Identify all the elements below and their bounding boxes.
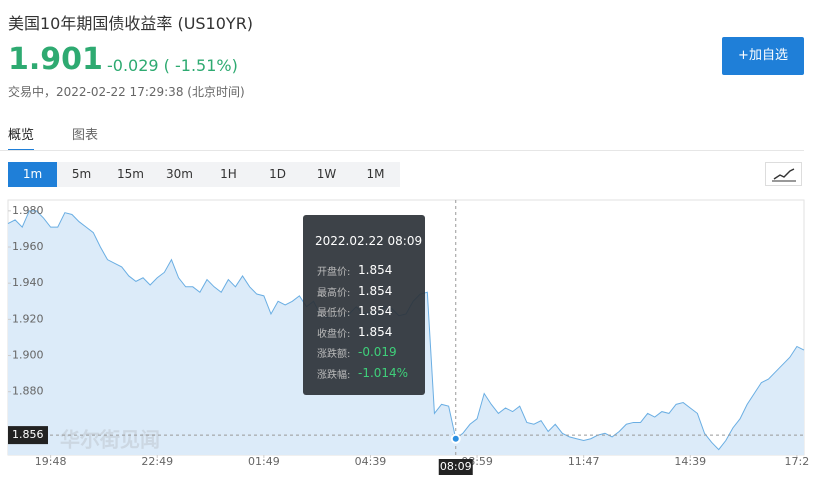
tooltip-title: 2022.02.22 08:09 <box>315 234 423 248</box>
x-tick-label: 04:39 <box>355 455 387 468</box>
y-tick-label: 1.960 <box>12 240 44 253</box>
status: 交易中，2022-02-22 17:29:38 (北京时间) <box>8 85 245 99</box>
crosshair-y-label: 1.856 <box>12 428 44 441</box>
tooltip-label: 最高价: <box>317 287 351 299</box>
title: 美国10年期国债收益率 (US10YR) <box>8 14 254 33</box>
tooltip-value: 1.854 <box>358 263 393 277</box>
period-button[interactable]: 1m <box>8 162 57 187</box>
tooltip-value: -1.014% <box>358 365 409 380</box>
price: 1.901 <box>8 42 103 77</box>
divider <box>0 150 804 151</box>
period-button[interactable]: 1D <box>269 167 286 181</box>
tooltip-value: 1.854 <box>358 283 393 298</box>
period-button[interactable]: 1H <box>220 167 237 181</box>
chart-style-button[interactable] <box>765 162 802 186</box>
tooltip: 2022.02.22 08:09 开盘价: 1.854 最高价: 1.854 最低价: 1… <box>303 215 425 395</box>
y-tick-label: 1.880 <box>12 385 44 398</box>
tooltip-value: -0.019 <box>358 345 397 359</box>
tooltip-label: 涨跌额: <box>317 349 351 360</box>
line-icon <box>772 168 796 182</box>
y-tick-label: 1.980 <box>12 204 44 217</box>
tab[interactable]: 图表 <box>72 128 99 143</box>
crosshair-x-box <box>438 459 473 475</box>
tab[interactable]: 概览 <box>8 124 35 151</box>
point <box>450 433 461 444</box>
change: -0.029 ( -1.51%) <box>107 56 238 75</box>
watermark: 华尔街见闻 <box>60 428 160 452</box>
crosshair-y-box <box>8 426 48 445</box>
tooltip-value: 1.854 <box>358 304 393 318</box>
tooltip-label: 最低价: <box>317 308 351 319</box>
tooltip-label: 涨跌幅: <box>317 369 351 381</box>
period-button[interactable]: 5m <box>71 167 92 181</box>
add-watch-button[interactable]: +加自选 <box>722 37 804 75</box>
x-tick-label: 22:49 <box>141 455 173 468</box>
y-tick-label: 1.900 <box>12 349 44 362</box>
tooltip-value: 1.854 <box>358 324 393 339</box>
period-button[interactable]: 15m <box>117 167 144 181</box>
period-button[interactable]: 1W <box>316 167 337 181</box>
period-button[interactable]: 1M <box>366 167 385 181</box>
x-tick-label: 17:2 <box>785 455 810 468</box>
period-bar: 1m 5m 15m 30m 1H 1D 1W 1M <box>8 162 400 187</box>
period-button[interactable]: 30m <box>166 167 193 181</box>
y-tick-label: 1.920 <box>12 312 44 325</box>
x-tick-label: 14:39 <box>674 455 706 468</box>
x-tick-label: 01:49 <box>248 455 280 468</box>
tooltip-label: 开盘价: <box>317 267 351 278</box>
crosshair-x-label: 08:09 <box>440 460 472 473</box>
x-tick-label: 11:47 <box>568 455 600 468</box>
x-tick-label: 19:48 <box>35 455 67 468</box>
y-tick-label: 1.940 <box>12 276 44 289</box>
tooltip-label: 收盘价: <box>317 328 351 340</box>
